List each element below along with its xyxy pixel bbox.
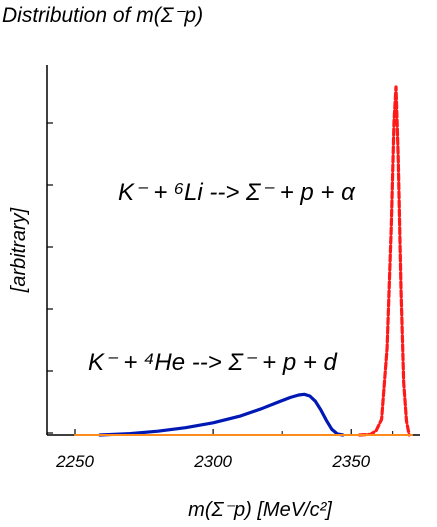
x-tick-label: 2350 xyxy=(331,452,370,471)
annotation-he4-reaction: K⁻ + ⁴He --> Σ⁻ + p + d xyxy=(88,349,338,376)
x-tick-label: 2300 xyxy=(193,452,232,471)
y-ticks xyxy=(47,122,53,434)
x-axis-label: m(Σ⁻p) [MeV/c²] xyxy=(188,499,332,521)
series-group xyxy=(74,85,413,437)
x-ticks: 2250 2300 2350 xyxy=(55,429,394,471)
chart-title: Distribution of m(Σ⁻p) xyxy=(2,4,203,27)
series-line-0 xyxy=(98,392,345,437)
y-axis-label: [arbitrary] xyxy=(8,207,30,293)
annotation-li6-reaction: K⁻ + ⁶Li --> Σ⁻ + p + α xyxy=(118,179,356,206)
axes xyxy=(46,65,420,436)
x-tick-label: 2250 xyxy=(55,452,94,471)
series-line-1 xyxy=(357,85,411,437)
